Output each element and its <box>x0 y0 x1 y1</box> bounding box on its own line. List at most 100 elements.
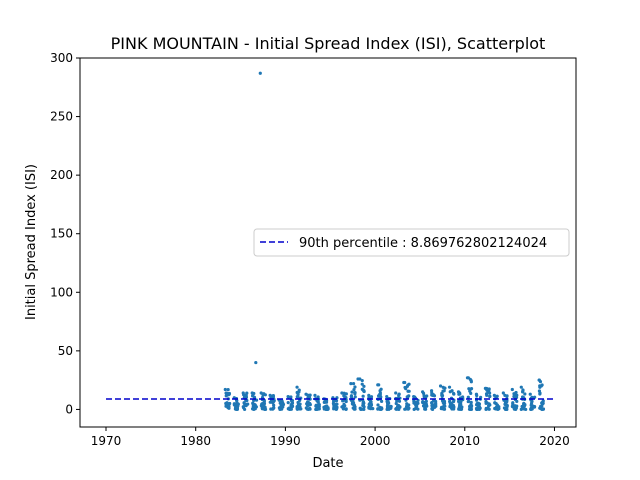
data-point <box>412 394 416 399</box>
data-point <box>488 391 492 395</box>
data-point <box>350 390 354 394</box>
data-point <box>360 407 364 411</box>
x-tick-label: 2000 <box>360 434 391 448</box>
data-point <box>538 391 542 395</box>
data-point <box>304 392 308 396</box>
data-point <box>263 393 267 397</box>
data-point <box>429 389 434 393</box>
data-point <box>494 406 498 411</box>
data-point <box>530 404 534 408</box>
data-point <box>497 407 501 411</box>
data-point <box>457 405 461 409</box>
data-point <box>503 393 507 397</box>
data-point <box>538 406 542 410</box>
data-point <box>371 407 375 411</box>
y-tick-label: 150 <box>50 227 73 241</box>
data-point <box>225 391 229 395</box>
data-point <box>459 407 464 411</box>
data-point <box>469 386 474 391</box>
data-layer <box>106 71 555 412</box>
data-point <box>296 393 300 397</box>
data-point <box>487 407 491 411</box>
data-point <box>533 395 537 399</box>
data-point <box>421 390 425 394</box>
data-point <box>254 405 258 409</box>
data-point <box>289 407 293 411</box>
data-point <box>540 404 544 408</box>
legend-label: 90th percentile : 8.869762802124024 <box>299 236 547 251</box>
data-point <box>280 399 284 403</box>
data-point <box>380 399 384 403</box>
data-point <box>522 407 526 411</box>
data-point <box>340 391 344 395</box>
x-tick-label: 1980 <box>180 434 211 448</box>
data-point <box>502 406 507 410</box>
data-point <box>259 391 263 395</box>
data-point <box>308 401 312 406</box>
x-tick-label: 2010 <box>450 434 481 448</box>
data-point <box>299 407 303 411</box>
data-point <box>514 390 518 395</box>
data-point <box>353 405 357 409</box>
data-point <box>474 392 479 396</box>
data-point <box>352 388 356 392</box>
data-point <box>447 385 452 389</box>
data-point <box>510 387 514 392</box>
data-point <box>505 403 509 407</box>
data-point <box>296 395 300 399</box>
data-point <box>493 401 497 405</box>
data-point <box>341 399 345 403</box>
data-point <box>251 394 255 398</box>
data-point <box>513 404 517 408</box>
chart-title: PINK MOUNTAIN - Initial Spread Index (IS… <box>111 34 546 53</box>
data-point <box>250 391 254 395</box>
x-tick-label: 1990 <box>270 434 301 448</box>
data-point <box>295 385 299 389</box>
data-point <box>414 404 419 408</box>
data-point <box>442 389 446 393</box>
data-point <box>443 386 447 390</box>
data-point <box>244 393 248 397</box>
data-point <box>461 395 465 399</box>
y-tick-label: 100 <box>50 285 73 299</box>
data-point <box>469 406 473 410</box>
data-point <box>403 407 407 411</box>
data-point <box>268 393 272 397</box>
data-point <box>350 401 355 405</box>
data-point <box>397 393 401 397</box>
data-point <box>492 393 496 397</box>
data-point <box>367 402 371 407</box>
data-point <box>376 403 380 407</box>
data-point <box>386 401 390 405</box>
data-point <box>297 402 301 406</box>
data-point <box>323 400 327 404</box>
data-point <box>416 407 420 411</box>
data-point <box>269 407 273 411</box>
data-point <box>376 407 380 411</box>
data-point <box>223 387 227 392</box>
data-point <box>271 406 276 410</box>
data-point <box>317 403 321 407</box>
data-point <box>268 400 272 404</box>
data-point <box>289 395 293 399</box>
data-point <box>349 382 353 386</box>
data-point <box>448 404 452 408</box>
data-point <box>515 393 519 397</box>
data-point <box>360 382 364 386</box>
plot-frame <box>79 57 577 428</box>
data-point <box>395 404 400 409</box>
data-point <box>528 392 532 396</box>
data-point <box>362 405 366 409</box>
data-point <box>332 402 336 406</box>
data-point <box>406 383 410 387</box>
data-point <box>224 394 228 398</box>
data-point <box>315 399 319 403</box>
data-point <box>485 393 489 397</box>
data-point <box>344 407 348 411</box>
x-axis-label: Date <box>312 456 343 471</box>
data-point <box>529 407 533 411</box>
data-point <box>430 401 434 405</box>
data-point <box>333 404 337 409</box>
data-point <box>430 407 434 411</box>
